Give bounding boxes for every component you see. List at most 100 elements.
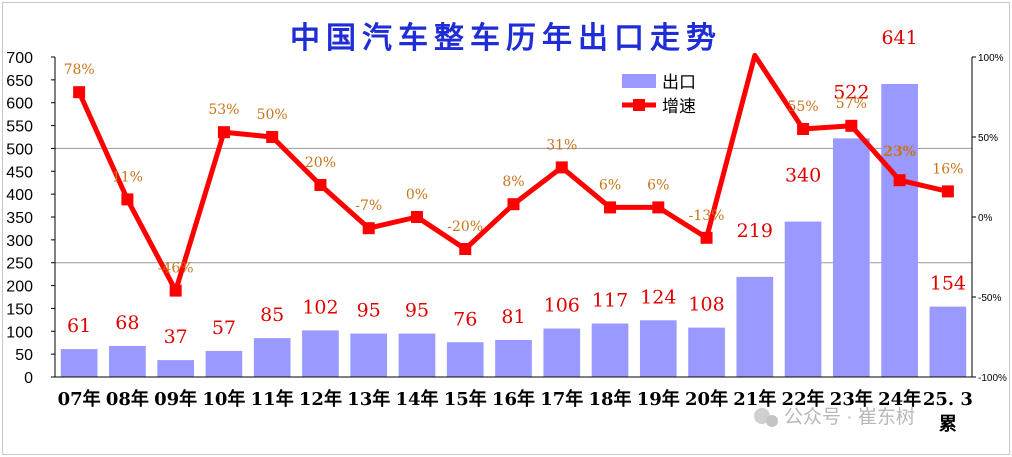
x-tick-label: 07年 <box>58 388 101 410</box>
growth-marker <box>652 201 665 214</box>
right-tick-label: -100% <box>978 373 1007 384</box>
bar-value-label: 340 <box>785 165 821 187</box>
growth-marker <box>73 86 86 99</box>
x-tick-label: 17年 <box>540 388 583 410</box>
x-tick-label: 16年 <box>492 388 535 410</box>
growth-value-label: 50% <box>257 107 288 123</box>
right-tick-label: -50% <box>978 293 1001 304</box>
bar-value-label: 108 <box>688 294 724 316</box>
left-tick-label: 650 <box>6 73 33 90</box>
bar-value-label: 641 <box>881 27 917 49</box>
right-axis-ticks: 100% 50% 0% -50% -100% <box>972 53 1007 384</box>
growth-value-label: 53% <box>208 102 239 118</box>
growth-marker <box>410 211 423 223</box>
growth-value-label: 16% <box>932 161 963 177</box>
growth-marker <box>169 284 182 297</box>
growth-marker <box>893 174 906 187</box>
x-tick-label: 08年 <box>106 388 149 410</box>
left-tick-label: 500 <box>6 141 33 158</box>
right-tick-label: 100% <box>978 53 1004 64</box>
growth-value-label: -13% <box>689 208 725 224</box>
watermark: 公众号 · 崔东树 <box>754 406 915 428</box>
wechat-icon <box>754 408 770 424</box>
bar <box>109 345 146 377</box>
growth-value-label: 55% <box>788 99 819 115</box>
bar <box>881 83 918 377</box>
bar-value-label: 85 <box>260 304 284 326</box>
bar-value-label: 68 <box>115 312 139 334</box>
growth-marker <box>700 231 713 244</box>
x-axis-ticks: 07年 08年 09年 10年 11年 12年 13年 14年 15年 16年 17年 18年 19年 2… <box>58 388 973 435</box>
bar-value-label: 117 <box>592 290 628 312</box>
growth-marker <box>266 131 279 143</box>
growth-value-label: -20% <box>447 219 483 235</box>
bar <box>929 306 967 377</box>
growth-marker <box>507 198 520 211</box>
growth-value-label: -7% <box>355 198 382 214</box>
x-tick-sublabel: 累 <box>939 414 957 435</box>
bar-value-labels: 61 68 37 57 85 102 95 95 76 81 106 117 124 108 219 340 5… <box>67 27 966 348</box>
growth-marker <box>555 161 568 174</box>
bar-value-label: 124 <box>640 286 676 308</box>
x-tick-label: 14年 <box>395 388 438 410</box>
growth-marker <box>845 119 858 132</box>
x-tick-label: 20年 <box>685 388 728 410</box>
bar <box>157 360 194 377</box>
left-tick-label: 200 <box>6 279 33 296</box>
x-tick-label: 18年 <box>588 388 631 410</box>
legend-bar-swatch <box>622 74 656 88</box>
x-tick-label: 12年 <box>299 388 342 410</box>
left-tick-label: 150 <box>6 301 33 318</box>
bar-value-label: 81 <box>501 306 525 328</box>
growth-value-label: 6% <box>647 177 669 193</box>
legend: 出口 增速 <box>622 73 696 116</box>
bar-value-label: 57 <box>212 317 236 339</box>
growth-marker <box>217 126 230 139</box>
legend-line-label: 增速 <box>662 97 696 116</box>
x-tick-label: 13年 <box>347 388 390 410</box>
bar <box>639 320 677 377</box>
growth-value-label: -46% <box>158 261 194 277</box>
left-tick-label: 350 <box>6 210 33 227</box>
growth-value-label: 20% <box>305 155 336 171</box>
bar-value-label: 219 <box>737 220 773 242</box>
bar-series <box>60 83 967 377</box>
growth-value-label: 31% <box>546 137 577 153</box>
x-tick-label: 19年 <box>637 388 680 410</box>
bar <box>205 350 243 377</box>
growth-marker <box>941 185 954 198</box>
left-axis-ticks: 0 50 100 150 200 250 300 350 400 450 500 550 600 650 7… <box>6 50 55 387</box>
bar <box>60 349 98 377</box>
right-tick-label: 50% <box>978 133 998 144</box>
left-tick-label: 700 <box>6 50 33 67</box>
bar <box>350 333 388 377</box>
left-tick-label: 300 <box>6 233 33 250</box>
growth-value-label: 6% <box>599 177 621 193</box>
growth-marker <box>314 179 327 191</box>
growth-marker <box>362 222 375 235</box>
x-tick-label: 25. 3 <box>923 389 973 410</box>
watermark-text: 公众号 · 崔东树 <box>784 406 915 428</box>
growth-marker <box>604 201 617 214</box>
x-tick-label: 22年 <box>782 388 825 410</box>
growth-value-label: 8% <box>502 174 524 190</box>
growth-line-series <box>73 52 954 297</box>
left-tick-label: 250 <box>6 256 33 273</box>
x-tick-label: 21年 <box>733 388 776 410</box>
growth-value-label: 23% <box>883 144 916 160</box>
chart-title: 中国汽车整车历年出口走势 <box>290 21 722 56</box>
bar-value-label: 95 <box>357 300 381 322</box>
growth-marker <box>797 123 810 135</box>
growth-value-label: 78% <box>64 62 95 78</box>
x-tick-label: 10年 <box>202 388 245 410</box>
bar <box>253 338 291 377</box>
legend-bar-label: 出口 <box>662 73 696 92</box>
bar-value-label: 61 <box>67 315 91 337</box>
bar <box>784 221 822 377</box>
left-tick-label: 450 <box>6 164 33 181</box>
legend-line-marker <box>633 99 645 111</box>
left-tick-label: 550 <box>6 119 33 136</box>
x-tick-label: 09年 <box>154 388 197 410</box>
bar <box>736 276 774 377</box>
